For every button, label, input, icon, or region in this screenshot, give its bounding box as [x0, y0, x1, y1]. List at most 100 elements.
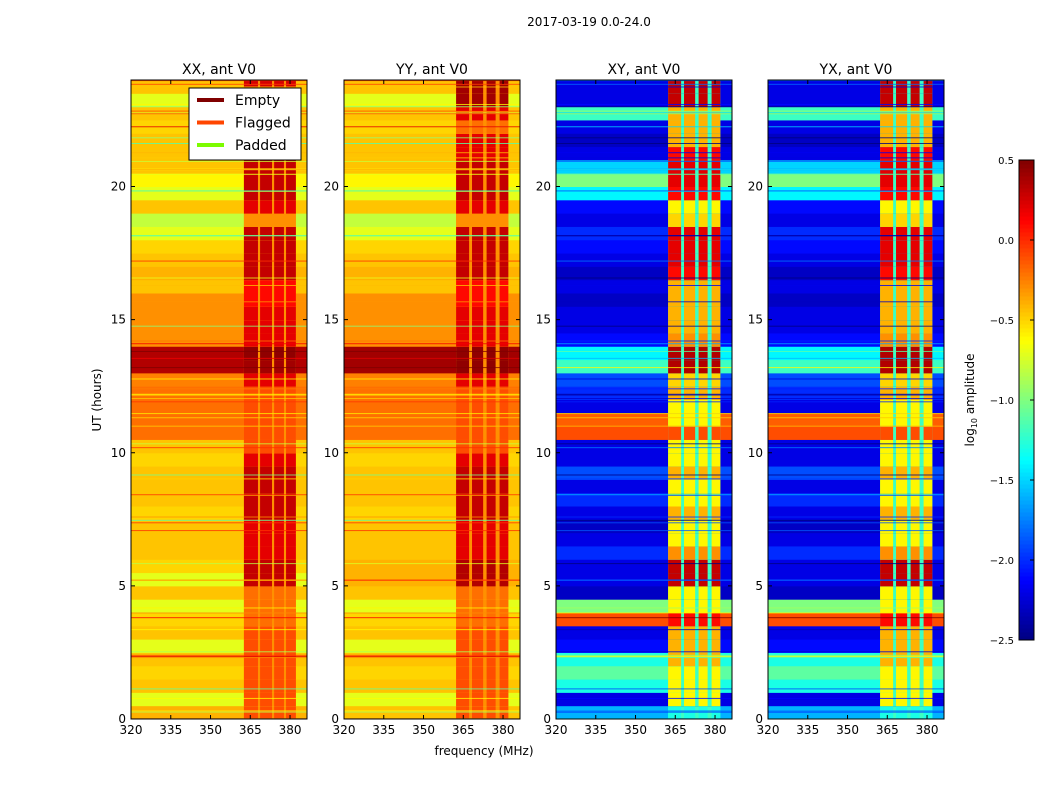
heatmap-cell-band — [668, 612, 682, 627]
heatmap-cell-band — [472, 399, 484, 414]
heatmap-cell-band — [684, 639, 696, 653]
heatmap-cell-band — [880, 639, 894, 653]
heatmap-cell-band — [243, 532, 258, 547]
heatmap-cell-band — [456, 399, 470, 414]
heatmap-cell-band — [910, 399, 920, 414]
colorbar-segment — [1019, 576, 1034, 581]
colorbar-segment — [1019, 496, 1034, 501]
y-tick-label: 15 — [324, 313, 339, 327]
heatmap-cell-band — [499, 492, 509, 507]
heatmap-cell-band — [486, 213, 496, 227]
heatmap-stripe — [131, 447, 307, 449]
heatmap-cell-band — [486, 479, 496, 494]
colorbar-segment — [1019, 488, 1034, 493]
heatmap-cell-band — [896, 492, 908, 507]
heatmap-stripe — [556, 413, 732, 415]
heatmap-cell-band — [486, 599, 496, 613]
heatmap-cell-band — [698, 625, 708, 640]
heatmap-cell-band — [923, 93, 933, 108]
heatmap-stripe — [344, 343, 520, 345]
heatmap-cell-band — [896, 639, 908, 653]
colorbar-segment — [1019, 516, 1034, 521]
heatmap-cell-band — [923, 599, 933, 613]
heatmap-cell-band — [286, 492, 296, 507]
heatmap-cell-band — [286, 532, 296, 547]
heatmap-cell-band — [684, 545, 696, 560]
heatmap-stripe — [131, 160, 307, 162]
heatmap-stripe — [344, 142, 520, 144]
heatmap-stripe — [344, 80, 520, 82]
heatmap-cell-band — [456, 705, 470, 719]
heatmap-cell-band — [896, 346, 908, 361]
heatmap-cell-band — [499, 625, 509, 640]
x-tick-label: 320 — [545, 723, 568, 737]
heatmap-cell-band — [486, 332, 496, 347]
y-tick-label: 0 — [118, 712, 126, 726]
colorbar-segment — [1019, 528, 1034, 533]
heatmap-cell-band — [923, 479, 933, 494]
heatmap-cell-band — [456, 506, 470, 520]
heatmap-stripe — [556, 113, 732, 115]
heatmap-cell-band — [698, 346, 708, 361]
heatmap-stripe — [556, 142, 732, 144]
heatmap-stripe — [768, 478, 944, 480]
heatmap-stripe — [768, 367, 944, 369]
heatmap-stripe — [131, 168, 307, 170]
colorbar-segment — [1019, 452, 1034, 457]
heatmap-cell-band — [260, 532, 273, 547]
heatmap-cell-band — [472, 159, 484, 174]
heatmap-cell-band — [243, 506, 258, 520]
heatmap-cell-band — [243, 199, 258, 214]
heatmap-stripe — [556, 157, 732, 159]
heatmap-cell-band — [499, 692, 509, 707]
heatmap-stripe — [131, 563, 307, 565]
heatmap-cell-band — [880, 679, 894, 693]
heatmap-cell-band — [456, 372, 470, 387]
heatmap-stripe — [131, 367, 307, 369]
heatmap-cell-band — [486, 639, 496, 653]
heatmap-cell-band — [456, 386, 470, 400]
heatmap-stripe — [556, 393, 732, 395]
colorbar-segment — [1019, 160, 1034, 165]
heatmap-cell-band — [286, 506, 296, 520]
heatmap-stripe — [768, 112, 944, 114]
colorbar-segment — [1019, 412, 1034, 417]
legend-label: Padded — [235, 138, 287, 154]
heatmap-cell-band — [923, 612, 933, 627]
heatmap-cell-band — [910, 159, 920, 174]
heatmap-stripe — [344, 325, 520, 327]
heatmap-cell-band — [684, 452, 696, 467]
heatmap-cell-band — [923, 226, 933, 241]
heatmap-stripe — [344, 340, 520, 342]
heatmap-stripe — [131, 398, 307, 400]
heatmap-cell-band — [274, 266, 284, 281]
heatmap-cell-band — [286, 306, 296, 321]
heatmap-cell-band — [260, 199, 273, 214]
heatmap-cell-band — [880, 199, 894, 214]
colorbar-tick-label: −2.5 — [990, 636, 1014, 647]
colorbar-segment — [1019, 276, 1034, 281]
heatmap-cell-band — [260, 253, 273, 267]
heatmap-cell-band — [668, 133, 682, 148]
heatmap-cell-band — [880, 279, 894, 294]
heatmap-stripe — [344, 152, 520, 154]
heatmap-cell-band — [274, 186, 284, 201]
heatmap-cell-band — [684, 186, 696, 201]
heatmap-stripe — [768, 425, 944, 427]
heatmap-stripe — [131, 401, 307, 403]
heatmap-stripe — [344, 654, 520, 656]
heatmap-cell-band — [668, 199, 682, 214]
colorbar-segment — [1019, 340, 1034, 345]
heatmap-cell-band — [486, 426, 496, 440]
heatmap-cell-band — [910, 506, 920, 520]
heatmap-stripe — [556, 103, 732, 105]
heatmap-cell-band — [486, 412, 496, 427]
colorbar-segment — [1019, 464, 1034, 469]
heatmap-cell-band — [274, 532, 284, 547]
heatmap-stripe — [556, 394, 732, 396]
heatmap-cell-band — [896, 199, 908, 214]
heatmap-cell-band — [910, 266, 920, 281]
heatmap-cell-band — [260, 466, 273, 480]
heatmap-cell-band — [499, 705, 509, 719]
heatmap-cell-band — [286, 559, 296, 574]
